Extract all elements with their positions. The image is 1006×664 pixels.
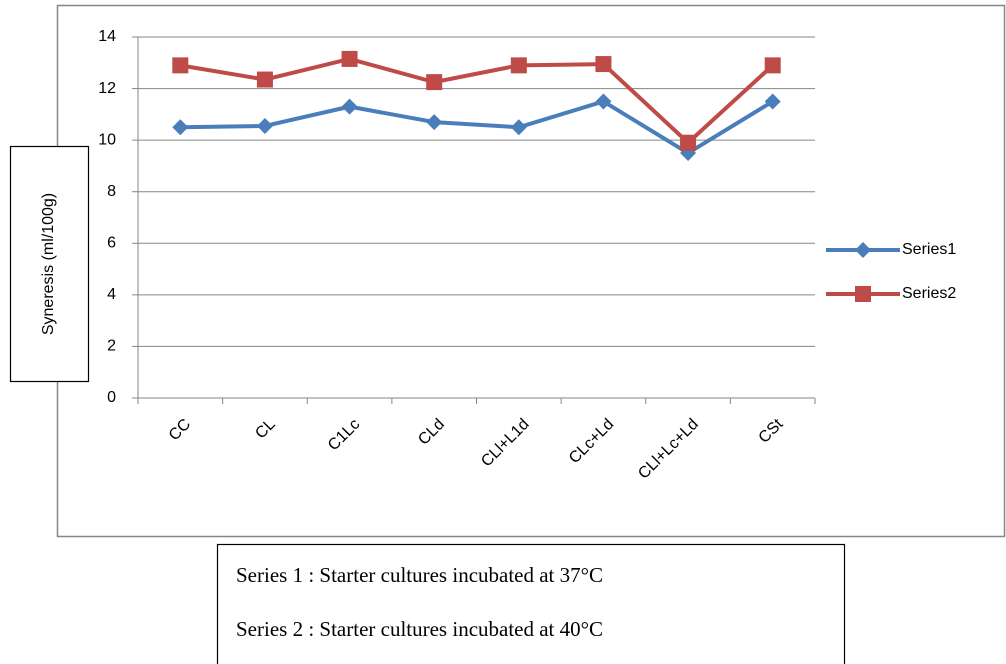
x-tick-label: CC xyxy=(166,416,194,444)
series-line xyxy=(180,99,774,156)
x-tick-label: C1Lc xyxy=(325,416,363,454)
y-tick-label: 14 xyxy=(98,28,116,45)
y-tick-label: 0 xyxy=(107,389,116,406)
data-point xyxy=(764,93,781,110)
legend-label: Series1 xyxy=(902,241,956,258)
note-box xyxy=(216,543,846,664)
y-tick-label: 8 xyxy=(107,183,116,200)
x-tick-label: CLl+Lc+Ld xyxy=(635,416,702,483)
x-tick-label: CSt xyxy=(756,415,787,446)
x-tick-label: CLd xyxy=(415,416,448,449)
series-line xyxy=(179,56,775,145)
y-label-box xyxy=(9,145,90,383)
legend-marker xyxy=(855,286,871,302)
y-axis-label: Syneresis (ml/100g) xyxy=(40,193,57,335)
data-point xyxy=(764,57,781,74)
data-point xyxy=(172,57,189,74)
data-point xyxy=(426,74,443,91)
y-tick-label: 12 xyxy=(98,80,116,97)
x-tick-label: CLc+Ld xyxy=(566,416,617,467)
data-point xyxy=(172,119,189,136)
y-tick-label: 10 xyxy=(98,131,116,148)
data-point xyxy=(426,114,443,131)
y-tick-label: 6 xyxy=(107,235,116,252)
y-tick-label: 4 xyxy=(107,286,116,303)
data-point xyxy=(595,56,612,73)
data-point xyxy=(256,117,273,134)
x-tick-label: CL xyxy=(252,416,279,443)
data-point xyxy=(595,93,612,110)
data-point xyxy=(510,57,527,74)
y-tick-label: 2 xyxy=(107,338,116,355)
data-point xyxy=(256,71,273,88)
x-tick-label: CLl+L1d xyxy=(478,416,532,470)
data-point xyxy=(680,134,697,151)
legend-label: Series2 xyxy=(902,285,956,302)
legend-marker xyxy=(855,242,871,258)
data-point xyxy=(341,98,358,115)
data-point xyxy=(510,119,527,136)
chart-frame xyxy=(56,4,1006,538)
data-point xyxy=(341,50,358,67)
annotation: Series 2 : Starter cultures incubated at… xyxy=(236,617,603,641)
annotation: Series 1 : Starter cultures incubated at… xyxy=(236,563,603,587)
